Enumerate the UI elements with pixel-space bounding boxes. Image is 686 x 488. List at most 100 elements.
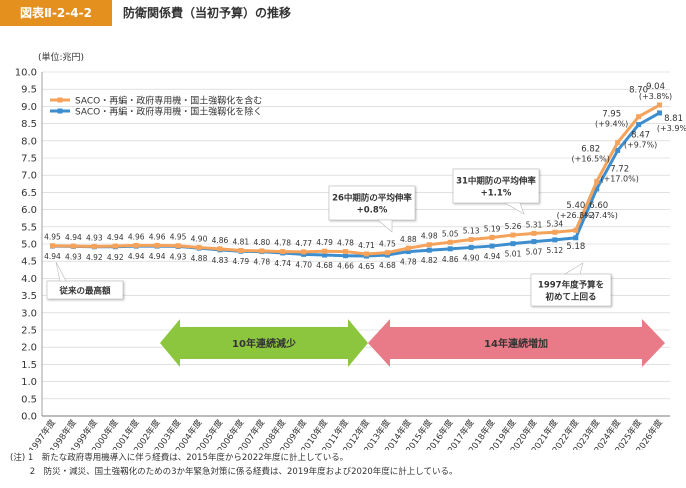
growth-label-incl: (+16.5%) (572, 154, 610, 163)
annotation-26-midterm-text: +0.8% (357, 206, 388, 216)
figure-title: 防衛関係費（当初予算）の推移 (123, 6, 292, 20)
data-label-incl: 5.34 (547, 219, 564, 228)
annotation-previous-high-text: 従来の最高額 (58, 286, 111, 297)
annotation-exceeds-1997-text: 初めて上回る (545, 292, 596, 303)
decrease-period-arrow (160, 319, 368, 367)
y-tick-label: 4.0 (21, 274, 37, 285)
data-point (573, 235, 579, 241)
data-label-excl: 4.94 (44, 252, 61, 261)
data-point (615, 147, 621, 153)
data-point (112, 243, 118, 249)
annotation-exceeds-1997-text: 1997年度予算を (538, 280, 604, 291)
data-point (322, 248, 328, 254)
data-point (573, 227, 579, 233)
y-tick-label: 1.0 (21, 377, 37, 388)
data-label-excl: 5.12 (547, 246, 564, 255)
data-label-excl: 4.92 (107, 253, 124, 262)
y-tick-label: 6.0 (21, 205, 37, 216)
y-tick-label: 0.0 (21, 412, 37, 423)
data-label-excl: 5.07 (526, 248, 543, 257)
data-point (322, 252, 328, 258)
data-label-excl: 8.47 (631, 131, 650, 141)
data-point (426, 247, 432, 253)
growth-label-incl: (+26.3%) (557, 211, 595, 220)
annotation-previous-high-box (46, 280, 124, 300)
annotation-previous-high-pointer (55, 261, 67, 282)
data-label-excl: 4.68 (316, 261, 333, 270)
data-label-incl: 4.98 (421, 232, 438, 241)
data-label-incl: 4.75 (379, 240, 396, 249)
legend-marker (57, 97, 63, 103)
chart-canvas: 0.0 0.5 1.0 1.5 2.0 2.5 3.0 3.5 4.0 4.5 5.0 5.5 6.0 6… (15, 68, 686, 451)
data-point (531, 239, 537, 245)
data-point (447, 239, 453, 245)
annotation-31-midterm-box (452, 168, 540, 204)
annotation-exceeds-1997-box (530, 273, 612, 307)
annotation-26-midterm-pointer (377, 219, 393, 233)
footnote-1: (注) 1 新たな政府専用機導入に伴う経費は、2015年度から2022年度に計上… (10, 453, 349, 463)
growth-label-incl: (+9.4%) (595, 120, 628, 129)
data-point (426, 242, 432, 248)
data-label-incl: 4.86 (212, 236, 229, 245)
data-point (196, 244, 202, 250)
data-label-excl: 4.93 (170, 252, 187, 261)
data-point (175, 243, 181, 249)
data-label-excl: 6.60 (589, 201, 608, 211)
data-label-incl: 5.31 (526, 220, 543, 229)
data-label-excl: 4.70 (295, 260, 312, 269)
data-label-excl: 5.18 (566, 242, 585, 252)
figure-header: 図表Ⅱ-2-4-2 防衛関係費（当初予算）の推移 (0, 0, 686, 26)
data-point (636, 114, 642, 120)
y-tick-label: 5.0 (21, 240, 37, 251)
y-tick-label: 3.0 (21, 308, 37, 319)
data-point (133, 242, 139, 248)
data-label-incl: 4.95 (170, 233, 187, 242)
data-label-incl: 4.80 (253, 238, 270, 247)
data-point (657, 102, 663, 108)
data-label-incl: 4.78 (337, 239, 354, 248)
data-label-excl: 4.83 (212, 256, 229, 265)
decrease-period-label: 10年連続減少 (232, 337, 296, 350)
data-point (510, 232, 516, 238)
y-tick-label: 9.5 (21, 85, 37, 96)
figure-number-badge: 図表Ⅱ-2-4-2 (0, 0, 112, 26)
growth-label-excl: (+27.4%) (580, 211, 618, 220)
data-label-excl: 4.68 (379, 261, 396, 270)
data-label-incl: 9.04 (646, 82, 665, 92)
data-point (489, 234, 495, 240)
data-point (594, 178, 600, 184)
data-point (238, 248, 244, 254)
data-label-excl: 4.66 (337, 262, 354, 271)
y-tick-label: 8.5 (21, 119, 37, 130)
data-label-excl: 4.79 (233, 257, 250, 266)
y-tick-label: 2.5 (21, 326, 37, 337)
growth-label-incl: (+3.8%) (639, 92, 672, 101)
data-label-excl: 4.78 (253, 258, 270, 267)
annotation-31-midterm-pointer (503, 202, 525, 215)
growth-label-excl: (+17.0%) (600, 174, 638, 183)
data-point (384, 250, 390, 256)
data-label-incl: 4.81 (233, 238, 250, 247)
data-point (405, 245, 411, 251)
growth-label-excl: (+9.7%) (624, 141, 657, 150)
data-point (280, 249, 286, 255)
data-point (552, 229, 558, 235)
y-tick-label: 3.5 (21, 291, 37, 302)
series-line (52, 103, 661, 256)
data-point (70, 243, 76, 249)
y-tick-label: 2.0 (21, 343, 37, 354)
data-label-incl: 6.82 (581, 144, 600, 154)
data-label-incl: 4.71 (358, 241, 375, 250)
data-label-incl: 4.88 (400, 235, 417, 244)
legend-marker (57, 108, 63, 114)
increase-period-arrow (368, 319, 665, 367)
increase-period-label: 14年連続増加 (484, 337, 548, 350)
data-point (489, 243, 495, 249)
annotation-31-midterm-text: +1.1% (481, 189, 512, 199)
data-label-incl: 4.96 (128, 232, 145, 241)
y-tick-label: 10.0 (15, 68, 37, 79)
y-tick-label: 8.0 (21, 136, 37, 147)
annotation-31-midterm-text: 31中期防の平均伸率 (456, 176, 536, 187)
data-label-excl: 4.88 (191, 254, 208, 263)
growth-label-excl: (+3.9%) (657, 124, 686, 133)
